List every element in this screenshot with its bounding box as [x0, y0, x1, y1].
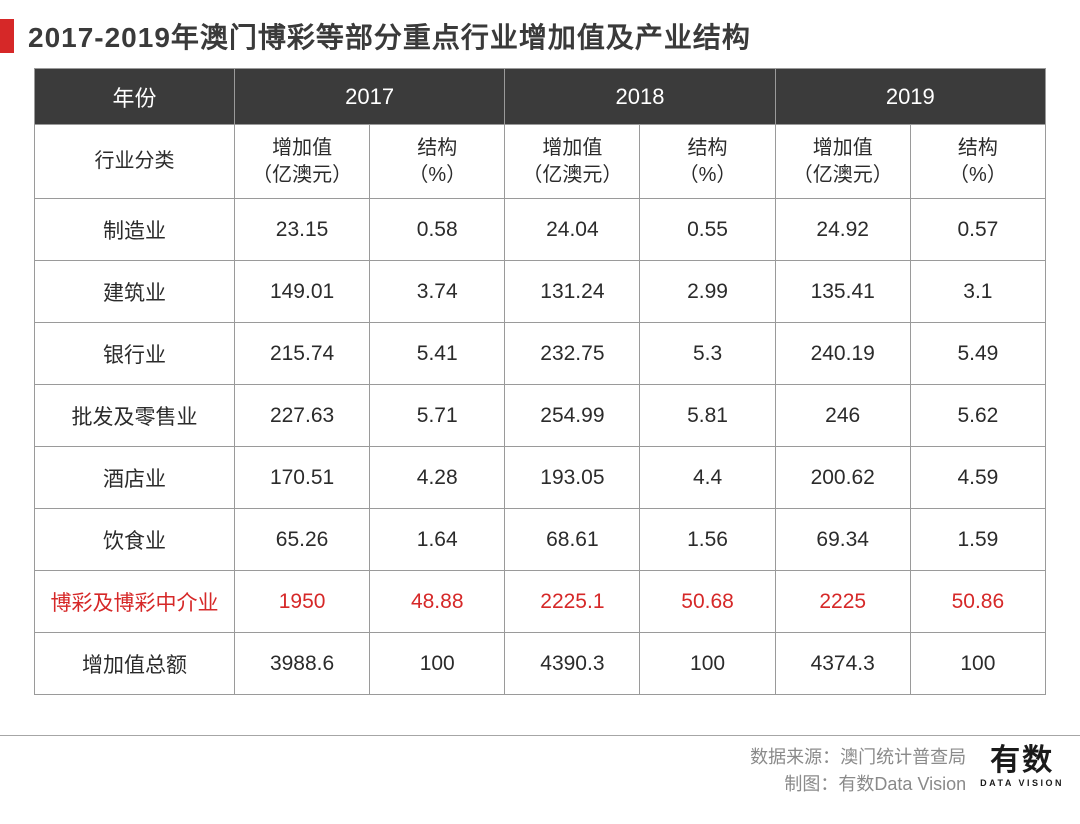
- row-category: 增加值总额: [35, 633, 235, 695]
- footer-credits: 数据来源：澳门统计普查局 制图：有数Data Vision: [750, 744, 966, 798]
- row-cell: 246: [775, 385, 910, 447]
- table-row: 增加值总额3988.61004390.31004374.3100: [35, 633, 1046, 695]
- subheader-pct: 结构（%）: [640, 125, 775, 199]
- row-category: 酒店业: [35, 447, 235, 509]
- table-row: 饮食业65.261.6468.611.5669.341.59: [35, 509, 1046, 571]
- row-cell: 1.59: [910, 509, 1045, 571]
- subheader-row: 行业分类 增加值（亿澳元） 结构（%） 增加值（亿澳元） 结构（%） 增加值（亿…: [35, 125, 1046, 199]
- maker-value: 有数Data Vision: [838, 774, 966, 794]
- row-cell: 4.4: [640, 447, 775, 509]
- subheader-val: 增加值（亿澳元）: [505, 125, 640, 199]
- row-cell: 5.81: [640, 385, 775, 447]
- row-cell: 100: [910, 633, 1045, 695]
- row-cell: 0.58: [370, 199, 505, 261]
- row-cell: 65.26: [235, 509, 370, 571]
- row-cell: 69.34: [775, 509, 910, 571]
- industry-table: 年份 2017 2018 2019 行业分类 增加值（亿澳元） 结构（%） 增加…: [34, 68, 1046, 695]
- row-cell: 5.62: [910, 385, 1045, 447]
- table-body: 行业分类 增加值（亿澳元） 结构（%） 增加值（亿澳元） 结构（%） 增加值（亿…: [35, 125, 1046, 695]
- title-bar: 2017-2019年澳门博彩等部分重点行业增加值及产业结构: [0, 0, 1080, 68]
- source-value: 澳门统计普查局: [840, 747, 966, 767]
- row-category: 批发及零售业: [35, 385, 235, 447]
- footer: 数据来源：澳门统计普查局 制图：有数Data Vision 有数 DATA VI…: [0, 735, 1080, 798]
- row-cell: 135.41: [775, 261, 910, 323]
- accent-bar: [0, 19, 14, 53]
- row-cell: 4.59: [910, 447, 1045, 509]
- row-cell: 240.19: [775, 323, 910, 385]
- row-cell: 1.64: [370, 509, 505, 571]
- table-row: 博彩及博彩中介业195048.882225.150.68222550.86: [35, 571, 1046, 633]
- logo-cn: 有数: [980, 746, 1064, 776]
- row-cell: 4390.3: [505, 633, 640, 695]
- row-cell: 215.74: [235, 323, 370, 385]
- header-year-2017: 2017: [235, 69, 505, 125]
- logo-en: DATA VISION: [980, 778, 1064, 789]
- row-cell: 149.01: [235, 261, 370, 323]
- row-cell: 3.74: [370, 261, 505, 323]
- row-cell: 193.05: [505, 447, 640, 509]
- row-cell: 5.49: [910, 323, 1045, 385]
- table-header: 年份 2017 2018 2019: [35, 69, 1046, 125]
- row-cell: 0.57: [910, 199, 1045, 261]
- subheader-val: 增加值（亿澳元）: [235, 125, 370, 199]
- row-category: 建筑业: [35, 261, 235, 323]
- row-cell: 2225.1: [505, 571, 640, 633]
- header-year-2018: 2018: [505, 69, 775, 125]
- row-cell: 5.41: [370, 323, 505, 385]
- row-cell: 2225: [775, 571, 910, 633]
- source-label: 数据来源：: [750, 747, 840, 767]
- row-cell: 254.99: [505, 385, 640, 447]
- row-cell: 24.92: [775, 199, 910, 261]
- row-category: 制造业: [35, 199, 235, 261]
- table-container: 年份 2017 2018 2019 行业分类 增加值（亿澳元） 结构（%） 增加…: [0, 68, 1080, 695]
- row-category: 博彩及博彩中介业: [35, 571, 235, 633]
- row-cell: 232.75: [505, 323, 640, 385]
- table-row: 制造业23.150.5824.040.5524.920.57: [35, 199, 1046, 261]
- row-cell: 4.28: [370, 447, 505, 509]
- row-cell: 23.15: [235, 199, 370, 261]
- table-row: 批发及零售业227.635.71254.995.812465.62: [35, 385, 1046, 447]
- table-row: 建筑业149.013.74131.242.99135.413.1: [35, 261, 1046, 323]
- table-row: 酒店业170.514.28193.054.4200.624.59: [35, 447, 1046, 509]
- row-cell: 50.68: [640, 571, 775, 633]
- subheader-pct: 结构（%）: [910, 125, 1045, 199]
- subheader-pct: 结构（%）: [370, 125, 505, 199]
- row-cell: 68.61: [505, 509, 640, 571]
- header-year-2019: 2019: [775, 69, 1045, 125]
- page-title: 2017-2019年澳门博彩等部分重点行业增加值及产业结构: [28, 16, 751, 56]
- row-cell: 5.3: [640, 323, 775, 385]
- row-cell: 24.04: [505, 199, 640, 261]
- row-cell: 48.88: [370, 571, 505, 633]
- row-cell: 200.62: [775, 447, 910, 509]
- row-cell: 3988.6: [235, 633, 370, 695]
- row-cell: 0.55: [640, 199, 775, 261]
- row-cell: 100: [370, 633, 505, 695]
- row-cell: 5.71: [370, 385, 505, 447]
- row-cell: 170.51: [235, 447, 370, 509]
- row-cell: 4374.3: [775, 633, 910, 695]
- row-cell: 1.56: [640, 509, 775, 571]
- row-cell: 1950: [235, 571, 370, 633]
- header-year-label: 年份: [35, 69, 235, 125]
- subheader-category: 行业分类: [35, 125, 235, 199]
- row-category: 饮食业: [35, 509, 235, 571]
- maker-label: 制图：: [784, 774, 838, 794]
- subheader-val: 增加值（亿澳元）: [775, 125, 910, 199]
- row-cell: 2.99: [640, 261, 775, 323]
- row-cell: 131.24: [505, 261, 640, 323]
- table-row: 银行业215.745.41232.755.3240.195.49: [35, 323, 1046, 385]
- row-cell: 100: [640, 633, 775, 695]
- row-cell: 227.63: [235, 385, 370, 447]
- row-cell: 3.1: [910, 261, 1045, 323]
- row-category: 银行业: [35, 323, 235, 385]
- logo: 有数 DATA VISION: [980, 744, 1064, 789]
- row-cell: 50.86: [910, 571, 1045, 633]
